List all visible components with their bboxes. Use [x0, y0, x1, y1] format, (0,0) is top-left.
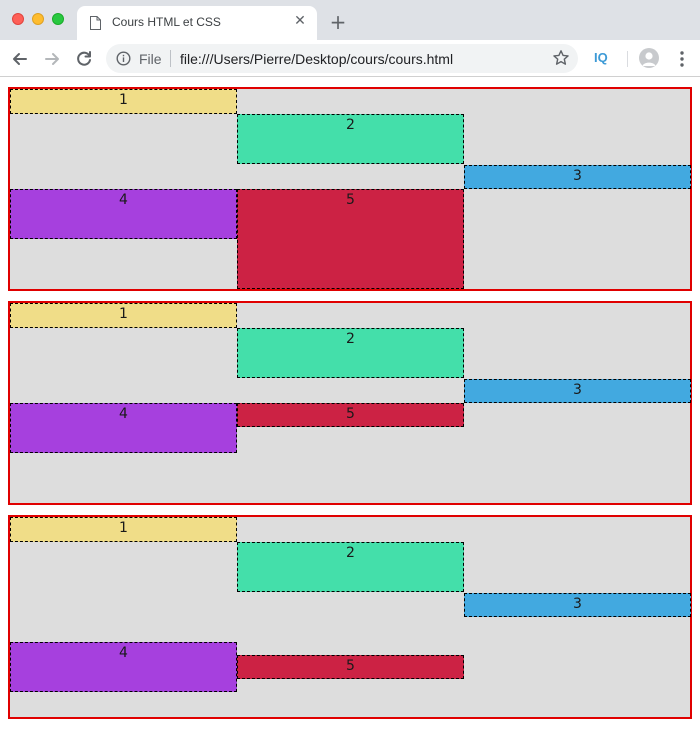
new-tab-icon[interactable]: +	[329, 10, 347, 34]
tab-title: Cours HTML et CSS	[112, 15, 221, 29]
close-window-button[interactable]	[12, 13, 24, 25]
flex-container-3: 1 2 3 4 5	[8, 515, 692, 719]
toolbar-divider	[627, 51, 628, 67]
iq-extension-icon[interactable]: IQ	[594, 50, 608, 65]
minimize-window-button[interactable]	[32, 13, 44, 25]
browser-toolbar: File file:///Users/Pierre/Desktop/cours/…	[0, 40, 700, 77]
box-4: 4	[10, 189, 237, 239]
box-5: 5	[237, 655, 464, 679]
box-3: 3	[464, 593, 691, 617]
box-2: 2	[237, 542, 464, 592]
box-4: 4	[10, 403, 237, 453]
url-text[interactable]: file:///Users/Pierre/Desktop/cours/cours…	[180, 51, 454, 67]
browser-tab[interactable]: Cours HTML et CSS ✕	[77, 6, 317, 40]
box-2: 2	[237, 328, 464, 378]
info-icon[interactable]	[116, 51, 131, 66]
forward-arrow-icon[interactable]	[41, 48, 63, 70]
box-2: 2	[237, 114, 464, 164]
flex-container-2: 1 2 3 4 5	[8, 301, 692, 505]
tab-close-icon[interactable]: ✕	[294, 13, 306, 29]
box-1: 1	[10, 303, 237, 328]
scheme-label: File	[139, 51, 162, 67]
reload-icon[interactable]	[73, 48, 95, 70]
omnibox-divider	[170, 50, 171, 67]
flex-container-1: 1 2 3 4 5	[8, 87, 692, 291]
box-3: 3	[464, 165, 691, 189]
bookmark-star-icon[interactable]	[552, 49, 570, 67]
address-bar[interactable]: File file:///Users/Pierre/Desktop/cours/…	[106, 44, 578, 73]
title-bar: Cours HTML et CSS ✕ +	[0, 0, 700, 40]
box-1: 1	[10, 89, 237, 114]
document-icon	[90, 16, 101, 30]
box-5: 5	[237, 189, 464, 289]
box-3: 3	[464, 379, 691, 403]
kebab-menu-icon[interactable]	[674, 49, 690, 69]
back-arrow-icon[interactable]	[9, 48, 31, 70]
box-1: 1	[10, 517, 237, 542]
box-4: 4	[10, 642, 237, 692]
zoom-window-button[interactable]	[52, 13, 64, 25]
box-5: 5	[237, 403, 464, 427]
profile-avatar-icon[interactable]	[639, 48, 659, 68]
